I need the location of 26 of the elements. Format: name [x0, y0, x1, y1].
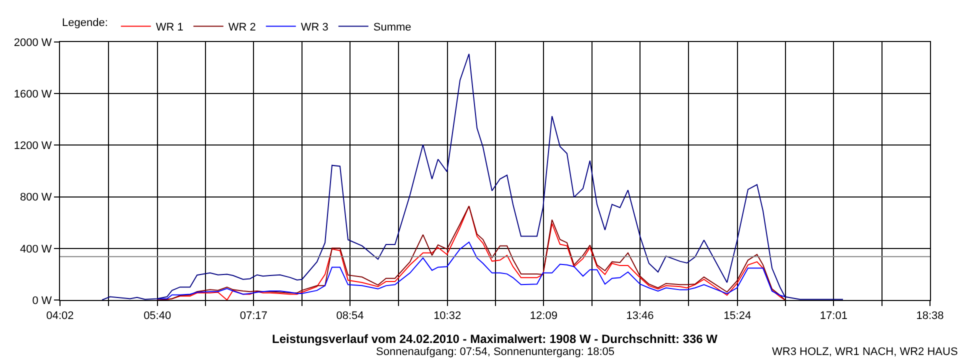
x-tick-label: 15:24	[724, 310, 752, 322]
line-series	[101, 53, 844, 300]
legend-label: WR 1	[156, 22, 184, 34]
legend-title: Legende:	[62, 17, 108, 30]
x-tick-label: 10:32	[434, 310, 462, 322]
x-tick-label: 12:09	[530, 310, 558, 322]
line-series	[156, 206, 786, 300]
y-tick-label: 2000 W	[14, 36, 52, 49]
y-tick-label: 800 W	[20, 192, 52, 204]
x-tick-label: 04:02	[46, 310, 74, 322]
text: WR3 HOLZ, WR1 NACH, WR2 HAUS	[772, 346, 958, 358]
x-tick-label: 18:38	[916, 310, 944, 322]
y-tick-label: 1200 W	[14, 140, 52, 152]
x-tick-label: 08:54	[336, 310, 364, 322]
y-tick-label: 0 W	[32, 294, 52, 307]
x-tick-label: 05:40	[144, 310, 172, 322]
legend-label: WR 3	[300, 22, 328, 34]
legend-label: Summe	[373, 22, 412, 34]
text: Sonnenaufgang: 07:54, Sonnenuntergang: 18:05	[376, 346, 615, 358]
x-tick-label: 07:17	[240, 310, 268, 322]
x-tick-label: 13:46	[626, 310, 654, 322]
y-tick-label: 400 W	[20, 243, 52, 256]
x-tick-label: 17:01	[820, 310, 848, 322]
text: Leistungsverlauf vom 24.02.2010 - Maximalwert: 1908 W - Durchschnitt: 336 W	[272, 332, 718, 346]
y-tick-label: 1600 W	[14, 88, 52, 100]
legend-label: WR 2	[228, 22, 256, 34]
